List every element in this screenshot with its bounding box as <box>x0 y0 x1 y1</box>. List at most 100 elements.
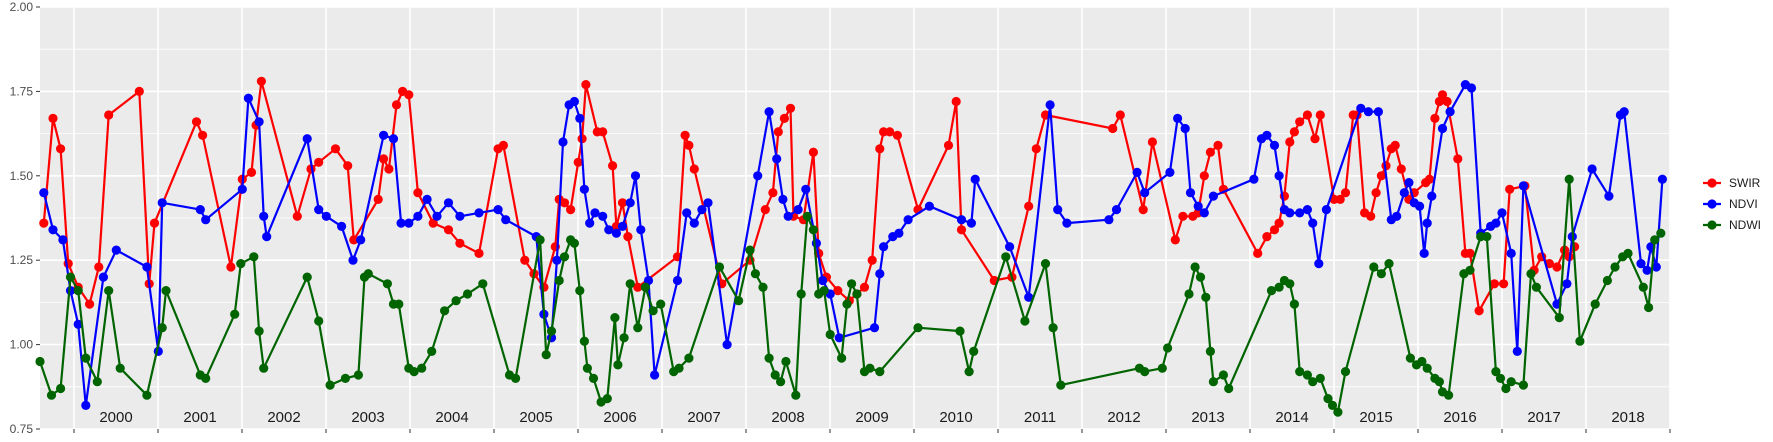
data-point-ndwi <box>714 262 725 272</box>
data-point-ndwi <box>35 356 45 367</box>
data-point-ndwi <box>1369 262 1379 272</box>
data-point-ndvi <box>598 211 608 221</box>
data-point-swir <box>520 255 530 265</box>
data-point-ndvi <box>1422 218 1432 228</box>
data-point-swir <box>85 299 95 309</box>
data-point-ndwi <box>1315 373 1325 383</box>
data-point-swir <box>1505 184 1515 194</box>
data-point-swir <box>1315 110 1325 120</box>
data-point-ndvi <box>493 205 503 215</box>
data-point-ndwi <box>582 363 593 373</box>
data-point-swir <box>885 127 895 137</box>
data-point-ndvi <box>337 221 347 231</box>
data-point-ndvi <box>1104 215 1114 225</box>
year-label: 2008 <box>771 409 804 426</box>
year-label: 2000 <box>99 409 132 426</box>
data-point-swir <box>689 164 699 174</box>
data-point-swir <box>808 147 819 157</box>
data-point-swir <box>1396 164 1406 174</box>
data-point-swir <box>256 76 266 86</box>
data-point-swir <box>94 262 104 272</box>
data-point-ndvi <box>722 340 732 350</box>
data-point-ndwi <box>115 363 125 373</box>
data-point-swir <box>833 286 843 296</box>
data-point-ndvi <box>604 225 614 235</box>
data-point-swir <box>391 100 402 110</box>
year-label: 2013 <box>1191 409 1224 426</box>
data-point-ndvi <box>58 235 68 245</box>
data-point-swir <box>1170 235 1180 245</box>
data-point-ndwi <box>1501 383 1511 394</box>
data-point-ndvi <box>443 198 454 208</box>
data-point-ndwi <box>1623 248 1633 258</box>
data-point-ndwi <box>1482 232 1492 242</box>
data-point-ndvi <box>552 255 562 265</box>
legend-item-ndvi: NDVI <box>1703 197 1758 211</box>
data-point-ndwi <box>1205 346 1215 356</box>
data-point-ndwi <box>865 363 875 373</box>
data-point-ndwi <box>819 286 829 296</box>
data-point-ndvi <box>1562 279 1572 289</box>
data-point-ndwi <box>1506 377 1516 387</box>
data-point-ndwi <box>796 289 806 299</box>
data-point-ndwi <box>201 373 211 383</box>
data-point-ndvi <box>1111 205 1122 215</box>
data-point-swir <box>48 113 58 123</box>
data-point-ndvi <box>1373 107 1383 117</box>
data-point-ndwi <box>1056 380 1066 390</box>
data-point-ndwi <box>1163 343 1173 353</box>
data-point-ndvi <box>703 198 713 208</box>
data-point-ndvi <box>1180 123 1190 134</box>
data-point-ndwi <box>1384 259 1394 269</box>
data-point-ndvi <box>1419 248 1429 258</box>
data-point-ndvi <box>314 205 324 215</box>
data-point-ndwi <box>569 238 580 248</box>
data-point-swir <box>373 194 383 204</box>
data-point-ndvi <box>1045 100 1055 110</box>
data-point-ndwi <box>302 272 312 282</box>
data-point-ndvi <box>764 107 774 117</box>
data-point-swir <box>566 205 576 215</box>
data-point-ndvi <box>201 215 211 225</box>
data-point-ndvi <box>1512 346 1522 356</box>
data-point-ndwi <box>1444 390 1454 400</box>
data-point-ndwi <box>610 313 620 323</box>
data-point-ndvi <box>1262 130 1272 140</box>
data-point-ndwi <box>1323 394 1333 404</box>
data-point-ndvi <box>474 208 484 218</box>
data-point-ndvi <box>1491 218 1501 228</box>
data-point-swir <box>384 164 394 174</box>
data-point-ndvi <box>1506 248 1516 258</box>
data-point-ndvi <box>924 201 935 211</box>
data-point-ndwi <box>964 367 974 377</box>
data-point-swir <box>1289 127 1299 137</box>
data-point-ndwi <box>750 269 761 279</box>
data-point-ndvi <box>617 221 628 231</box>
data-point-ndwi <box>674 363 684 373</box>
data-point-swir <box>623 232 633 242</box>
data-point-ndwi <box>633 323 643 333</box>
data-point-ndvi <box>404 218 414 228</box>
data-point-ndwi <box>875 367 885 377</box>
data-point-ndvi <box>455 211 465 221</box>
data-point-swir <box>349 235 359 245</box>
data-point-ndwi <box>579 336 590 346</box>
data-point-ndvi <box>243 93 253 103</box>
y-tick-label: 1.25 <box>10 253 34 267</box>
data-point-ndwi <box>325 380 335 390</box>
data-point-swir <box>330 144 341 154</box>
data-point-ndwi <box>781 356 791 367</box>
data-point-swir <box>779 113 790 123</box>
data-point-ndvi <box>388 134 399 144</box>
series-layer <box>35 76 1667 417</box>
data-point-swir <box>474 248 484 258</box>
data-point-ndwi <box>1266 286 1277 296</box>
data-point-swir <box>1366 211 1376 221</box>
data-point-ndvi <box>636 225 646 235</box>
data-point-ndwi <box>955 326 965 336</box>
data-point-ndwi <box>640 282 651 292</box>
data-point-ndwi <box>314 316 324 326</box>
data-point-swir <box>1147 137 1157 147</box>
data-point-ndwi <box>1656 228 1666 238</box>
data-point-ndwi <box>1190 262 1200 272</box>
